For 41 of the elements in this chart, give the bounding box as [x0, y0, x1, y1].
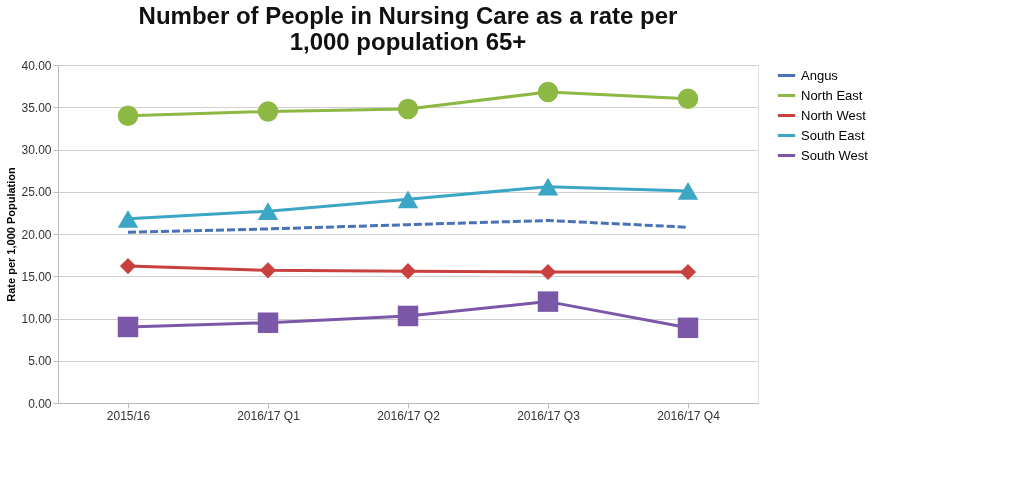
y-axis-title: Rate per 1,000 Population — [5, 166, 18, 302]
y-tick-label: 20.00 — [21, 227, 52, 242]
point — [117, 105, 139, 126]
chart-title: Number of People in Nursing Care as a rate per 1,000 population 65+ — [138, 2, 678, 55]
point — [397, 305, 419, 327]
y-tick-label: 5.00 — [28, 354, 52, 369]
point — [537, 177, 559, 196]
y-tick-label: 35.00 — [21, 100, 52, 115]
y-tick-label: 10.00 — [21, 312, 52, 326]
point — [259, 262, 277, 279]
x-tick-label: 2016/17 Q1 — [237, 408, 301, 423]
legend-label: South West — [801, 147, 869, 163]
point — [117, 316, 139, 338]
x-tick-label: 2016/17 Q4 — [657, 408, 721, 423]
y-tick-label: 0.00 — [28, 396, 52, 411]
point — [677, 182, 699, 200]
point — [397, 98, 419, 120]
legend-label: Angus — [801, 67, 839, 83]
x-tick-label: 2015/16 — [106, 408, 151, 423]
point — [257, 312, 279, 333]
legend-label: North East — [801, 87, 863, 103]
point — [119, 258, 137, 275]
legend-label: South East — [801, 127, 865, 143]
y-tick-label: 40.00 — [21, 58, 52, 73]
y-tick-label: 15.00 — [21, 269, 52, 284]
point — [679, 263, 697, 281]
point — [257, 202, 279, 221]
point — [399, 263, 417, 280]
x-tick-label: 2016/17 Q3 — [517, 408, 581, 423]
point — [257, 101, 279, 122]
point — [677, 88, 699, 110]
point — [539, 263, 557, 281]
point — [677, 317, 699, 339]
point — [537, 291, 559, 312]
point — [537, 81, 559, 103]
point — [117, 209, 139, 228]
y-tick-label: 30.00 — [21, 143, 52, 157]
legend-label: North West — [801, 107, 867, 123]
point — [397, 190, 419, 209]
y-tick-label: 25.00 — [21, 185, 52, 200]
x-tick-label: 2016/17 Q2 — [377, 408, 441, 423]
